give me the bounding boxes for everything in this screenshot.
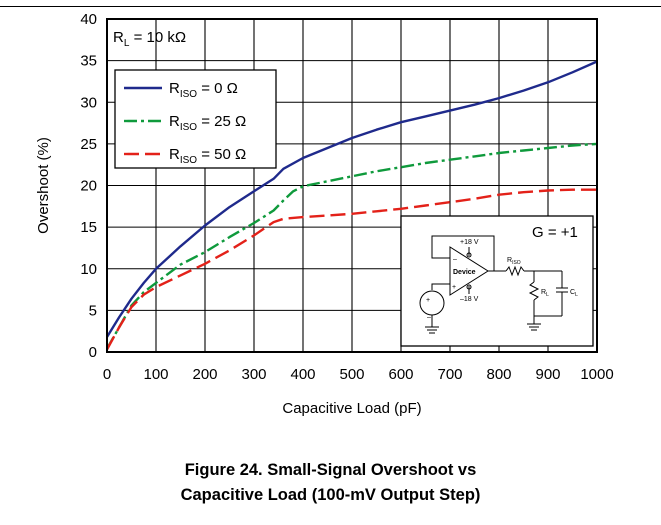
y-tick-label: 5 (89, 302, 97, 319)
top-rule (0, 6, 661, 7)
riso-label: RISO (507, 257, 521, 266)
x-tick-label: 0 (103, 366, 111, 383)
x-tick-label: 400 (290, 366, 315, 383)
y-tick-label: 15 (80, 219, 97, 236)
series-line-0 (105, 60, 598, 338)
plot-frame (106, 18, 598, 353)
minus-pin: – (453, 256, 457, 263)
x-tick-label: 1000 (580, 366, 613, 383)
x-tick-label: 900 (535, 366, 560, 383)
src-minus: – (427, 314, 431, 321)
x-tick-label: 600 (388, 366, 413, 383)
legend-label-0: RISO = 0 Ω (169, 80, 238, 100)
tick-labels: 0 100 200 300 400 500 600 700 800 900 1000 0 5 10 15 20… (80, 11, 613, 383)
overshoot-chart: 0 100 200 300 400 500 600 700 800 900 1000 0 5 10 15 20… (35, 11, 614, 417)
x-tick-label: 700 (437, 366, 462, 383)
caption-line-2: Capacitive Load (100-mV Output Step) (180, 486, 481, 504)
circuit-inset: G = +1 (400, 215, 594, 347)
caption-line-1: Figure 24. Small-Signal Overshoot vs (184, 461, 477, 479)
y-tick-label: 30 (80, 94, 97, 111)
vpos-label: +18 V (460, 239, 479, 246)
rl-annotation: RL = 10 kΩ (113, 29, 186, 49)
y-tick-label: 35 (80, 53, 97, 70)
legend: RISO = 0 Ω RISO = 25 Ω RISO = 50 Ω (114, 69, 277, 169)
y-tick-label: 40 (80, 11, 97, 28)
x-tick-label: 300 (241, 366, 266, 383)
legend-label-1: RISO = 25 Ω (169, 113, 246, 133)
src-plus: + (426, 297, 430, 304)
x-tick-label: 100 (143, 366, 168, 383)
y-tick-label: 20 (80, 178, 97, 195)
device-label: Device (453, 269, 476, 276)
series-lines (105, 60, 598, 351)
rl-inset-label: RL (541, 289, 549, 298)
gain-label: G = +1 (532, 224, 578, 241)
cl-label: CL (570, 289, 578, 298)
legend-label-2: RISO = 50 Ω (169, 146, 246, 166)
x-tick-label: 500 (339, 366, 364, 383)
plus-pin: + (452, 284, 456, 291)
y-tick-label: 0 (89, 344, 97, 361)
x-tick-label: 200 (192, 366, 217, 383)
y-tick-label: 10 (80, 261, 97, 278)
series-line-2 (105, 188, 597, 351)
vneg-label: –18 V (460, 296, 479, 303)
x-tick-label: 800 (486, 366, 511, 383)
x-axis-label: Capacitive Load (pF) (282, 400, 421, 417)
figure-caption: Figure 24. Small-Signal Overshoot vs Cap… (0, 458, 661, 508)
y-tick-label: 25 (80, 136, 97, 153)
series-line-1 (105, 142, 598, 350)
y-axis-label: Overshoot (%) (35, 137, 52, 234)
